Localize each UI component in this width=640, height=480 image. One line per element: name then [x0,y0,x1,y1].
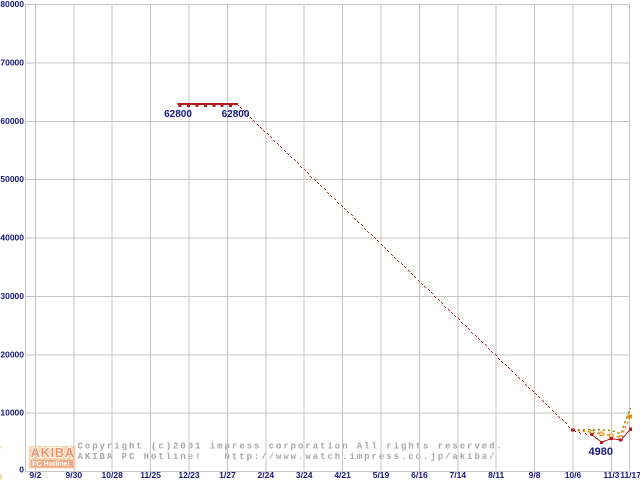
svg-text:60000: 60000 [0,116,24,126]
svg-text:7/14: 7/14 [450,470,467,480]
svg-text:PC Hotline!: PC Hotline! [32,461,70,468]
svg-text:2/24: 2/24 [258,470,275,480]
svg-text:62800: 62800 [164,109,192,120]
svg-text:8/11: 8/11 [488,470,504,480]
svg-text:10/28: 10/28 [102,470,124,480]
svg-text:AKIBA: AKIBA [31,445,75,460]
svg-text:11/17: 11/17 [620,470,640,480]
svg-text:4/21: 4/21 [334,470,351,480]
svg-text:0: 0 [19,465,24,475]
svg-text:80000: 80000 [0,0,24,9]
svg-text:11/25: 11/25 [140,470,161,480]
svg-text:6/16: 6/16 [411,470,428,480]
svg-text:70000: 70000 [0,57,24,67]
svg-text:4980: 4980 [589,446,613,458]
svg-text:9/8: 9/8 [529,470,541,480]
svg-text:3/24: 3/24 [296,470,313,480]
svg-text:20000: 20000 [0,349,24,359]
svg-text:12/23: 12/23 [178,470,200,480]
svg-text:10000: 10000 [0,408,24,418]
svg-text:40000: 40000 [0,233,24,243]
svg-text:1/27: 1/27 [219,470,236,480]
svg-text:9/30: 9/30 [66,470,83,480]
svg-text:AKIBA PC Hotline! http://www: AKIBA PC Hotline! http://www.watch.impre… [78,452,497,462]
svg-text:11/3: 11/3 [603,470,619,480]
svg-text:Copyright (c)2001 impress corp: Copyright (c)2001 impress corporation Al… [78,442,504,452]
svg-text:62800: 62800 [222,109,250,120]
svg-text:10/6: 10/6 [565,470,582,480]
svg-text:5/19: 5/19 [373,470,390,480]
svg-text:50000: 50000 [0,174,24,184]
svg-text:30000: 30000 [0,291,24,301]
svg-text:9/2: 9/2 [29,470,41,480]
